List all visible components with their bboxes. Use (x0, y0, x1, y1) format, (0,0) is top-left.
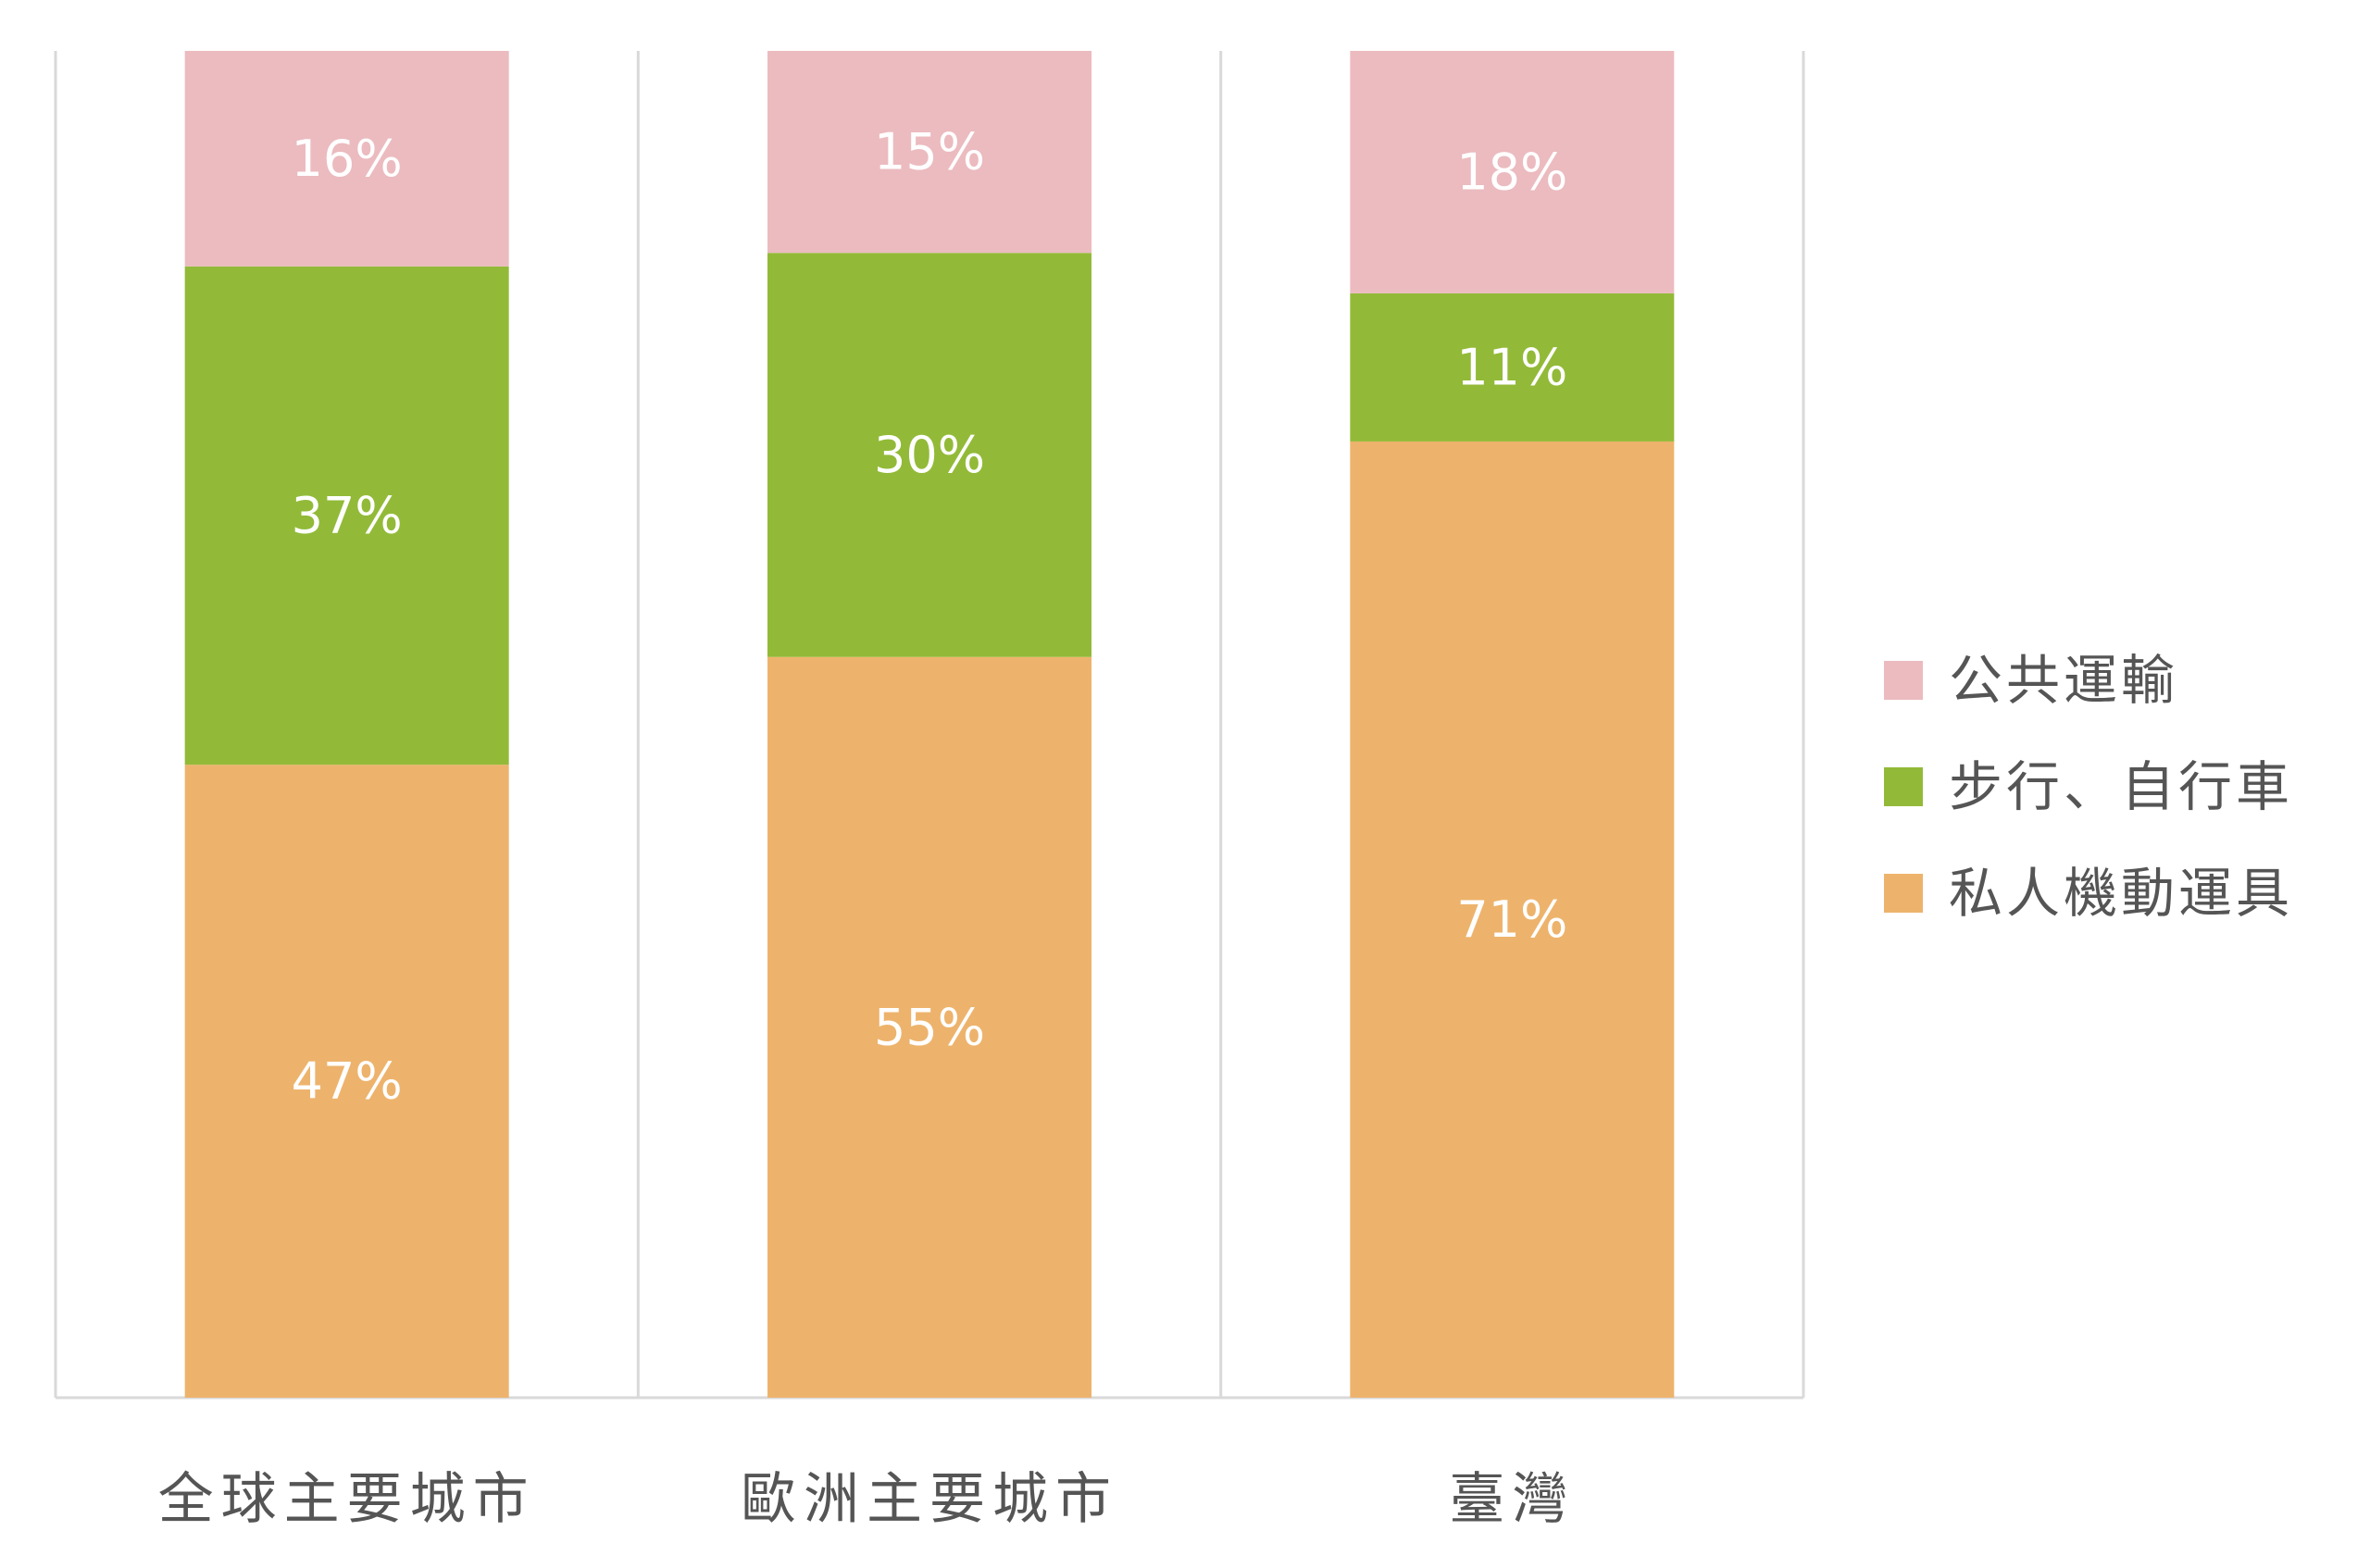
bar-segment (1350, 292, 1675, 442)
legend-label: 私人機動運具 (1949, 862, 2293, 925)
category-axis-labels: 全球主要城市 歐洲主要城市 臺灣 (158, 1467, 1575, 1532)
bar-segments (184, 51, 1675, 1399)
category-label: 臺灣 (1449, 1467, 1575, 1532)
data-labels: 47% 37% 16% 55% 30% 15% 71% 11% 18% (292, 123, 1568, 1111)
category-label: 全球主要城市 (158, 1467, 536, 1532)
legend-label: 步行、自行車 (1949, 755, 2293, 818)
bar-segment (184, 765, 509, 1398)
category-label: 歐洲主要城市 (741, 1467, 1118, 1532)
legend-swatch (1884, 661, 1923, 700)
bar-segment (184, 266, 509, 765)
data-label: 47% (292, 1052, 403, 1111)
bar-segment (1350, 51, 1675, 293)
bar-segment (767, 253, 1091, 657)
data-label: 11% (1456, 338, 1567, 396)
legend-label: 公共運輸 (1949, 649, 2178, 712)
data-label: 71% (1456, 890, 1567, 949)
bar-segment (767, 51, 1091, 254)
data-label: 37% (292, 486, 403, 544)
bar-segment (767, 656, 1091, 1398)
data-label: 18% (1456, 143, 1567, 201)
data-label: 15% (874, 123, 985, 181)
legend-swatch (1884, 767, 1923, 806)
data-label: 16% (292, 130, 403, 188)
bar-segment (184, 51, 509, 267)
data-label: 30% (874, 426, 985, 484)
data-label: 55% (874, 998, 985, 1056)
bar-segment (1350, 441, 1675, 1399)
legend-swatch (1884, 874, 1923, 913)
